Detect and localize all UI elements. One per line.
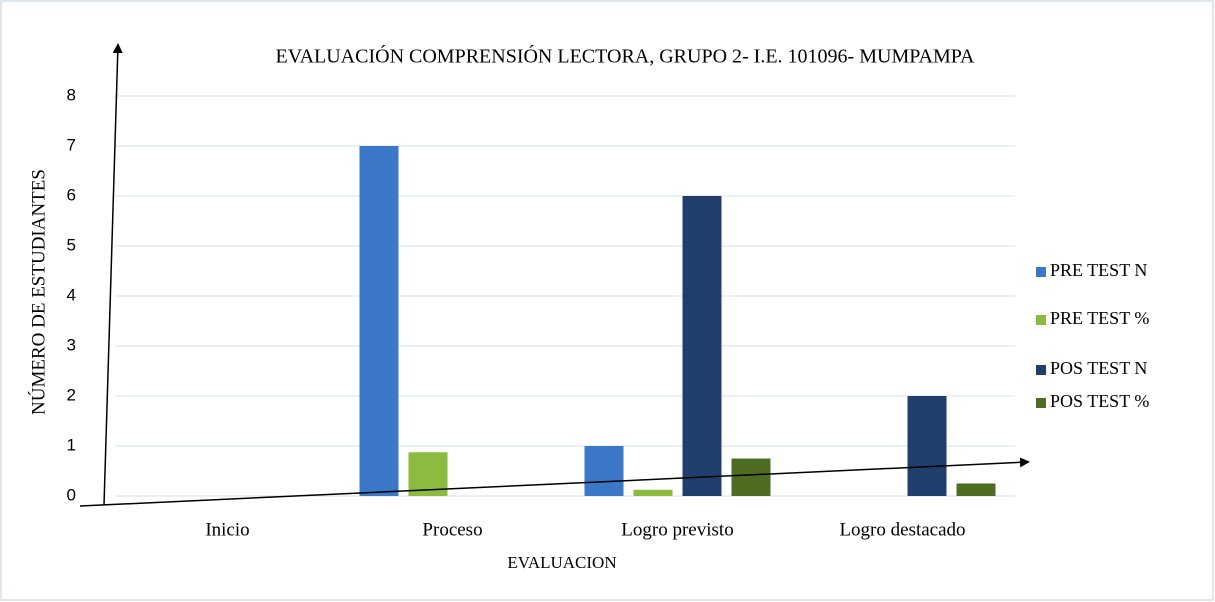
legend-label: POS TEST N — [1050, 358, 1147, 378]
bar — [956, 483, 996, 496]
bar — [731, 458, 771, 496]
bar — [633, 489, 673, 496]
legend-label: PRE TEST N — [1050, 260, 1147, 280]
y-tick-label: 1 — [67, 435, 76, 454]
legend-label: POS TEST % — [1050, 391, 1149, 411]
legend-swatch — [1036, 398, 1046, 408]
bar — [907, 396, 947, 496]
y-tick-label: 2 — [67, 385, 76, 404]
y-axis — [103, 43, 123, 506]
bars — [359, 146, 996, 496]
x-axis-label: EVALUACION — [507, 553, 616, 572]
y-tick-label: 6 — [67, 185, 76, 204]
x-tick-label: Logro previsto — [621, 519, 733, 540]
y-axis-label: NÚMERO DE ESTUDIANTES — [27, 169, 49, 415]
bar — [359, 146, 399, 496]
x-tick-label: Inicio — [205, 519, 249, 540]
x-axis — [79, 457, 1030, 507]
x-tick-label: Logro destacado — [839, 519, 965, 540]
legend-label: PRE TEST % — [1050, 308, 1149, 328]
bar — [584, 446, 624, 496]
chart-title: EVALUACIÓN COMPRENSIÓN LECTORA, GRUPO 2-… — [276, 44, 976, 68]
legend-swatch — [1036, 365, 1046, 375]
legend-swatch — [1036, 267, 1046, 277]
y-tick-label: 0 — [67, 485, 76, 504]
y-tick-label: 3 — [67, 335, 76, 354]
grid — [115, 95, 1015, 497]
y-tick-label: 8 — [67, 85, 76, 104]
y-tick-label: 7 — [67, 135, 76, 154]
x-tick-label: Proceso — [422, 519, 482, 540]
legend-swatch — [1036, 315, 1046, 325]
y-tick-label: 5 — [67, 235, 76, 254]
bar — [682, 196, 722, 496]
y-tick-label: 4 — [67, 285, 76, 304]
